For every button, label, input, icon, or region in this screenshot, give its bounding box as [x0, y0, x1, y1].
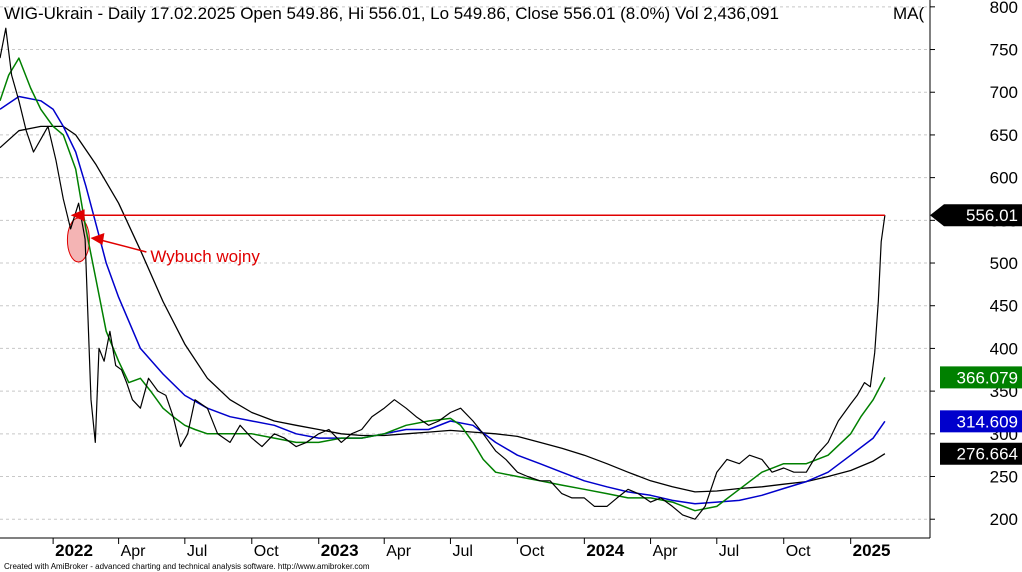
x-tick-label: Oct: [254, 543, 279, 560]
x-tick-label: Jul: [719, 543, 739, 560]
y-tick-label: 450: [990, 297, 1018, 316]
y-tick-label: 400: [990, 339, 1018, 358]
y-tick-label: 500: [990, 254, 1018, 273]
last-value-tag-label: 314.609: [957, 412, 1018, 431]
series-line-ma_short: [0, 57, 886, 512]
credit-text: Created with AmiBroker - advanced charti…: [4, 562, 370, 571]
x-tick-label: Jul: [452, 543, 472, 560]
x-tick-label: Jul: [187, 543, 207, 560]
x-tick-label: Apr: [121, 543, 147, 560]
chart-title: WIG-Ukrain - Daily 17.02.2025 Open 549.8…: [4, 4, 779, 23]
y-tick-label: 650: [990, 126, 1018, 145]
ma-legend-label: MA(: [893, 4, 925, 23]
annotation-arrowhead: [90, 232, 105, 245]
x-tick-label: Oct: [786, 543, 811, 560]
reference-line: [70, 209, 885, 222]
last-value-tag: 556.01: [930, 204, 1022, 227]
x-tick-label: Apr: [386, 543, 412, 560]
y-tick-label: 250: [990, 468, 1018, 487]
x-tick-label: 2023: [321, 541, 359, 560]
last-value-tag-label: 556.01: [966, 206, 1018, 225]
annotation: Wybuch wojny: [90, 232, 260, 266]
gridlines: [0, 6, 930, 520]
annotation-arrow-line: [100, 239, 147, 253]
series-line-price: [0, 27, 886, 520]
y-tick-label: 200: [990, 510, 1018, 529]
last-value-tag: 276.664: [940, 442, 1022, 465]
x-tick-label: Apr: [653, 543, 679, 560]
last-value-tags: 556.01 366.079 314.609 276.664: [930, 204, 1022, 465]
last-value-tag-label: 276.664: [957, 445, 1018, 464]
x-tick-label: 2024: [586, 541, 624, 560]
x-tick-label: 2025: [853, 541, 891, 560]
y-tick-label: 700: [990, 83, 1018, 102]
series-line-ma_long: [0, 125, 886, 493]
last-value-tag-bg: [940, 410, 1022, 433]
y-tick-label: 600: [990, 169, 1018, 188]
last-value-tag: 366.079: [940, 366, 1022, 389]
annotation-text: Wybuch wojny: [150, 247, 260, 266]
last-value-tag-label: 366.079: [957, 368, 1018, 387]
last-value-tag-bg: [930, 204, 1022, 227]
y-tick-label: 750: [990, 41, 1018, 60]
last-value-tag: 314.609: [940, 410, 1022, 433]
last-value-tag-bg: [940, 442, 1022, 465]
x-tick-label: 2022: [55, 541, 93, 560]
x-axis-ticks: 2022 Apr Jul Oct 2023 Apr Jul Oct 2024 Apr Jul Oct 2…: [52, 538, 891, 560]
reference-arrowhead: [70, 209, 85, 222]
y-tick-label: 800: [990, 0, 1018, 17]
x-tick-label: Oct: [519, 543, 544, 560]
last-value-tag-bg: [940, 366, 1022, 389]
